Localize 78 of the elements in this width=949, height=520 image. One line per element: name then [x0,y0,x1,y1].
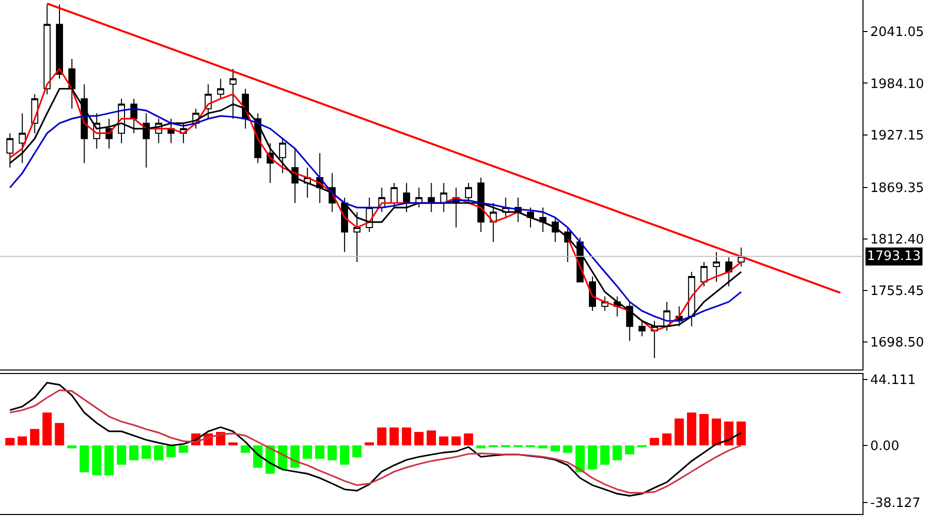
bar [414,432,424,446]
y-tick-label: 2041.05 [870,25,924,40]
bar [5,438,15,446]
y-tick-label: 1755.45 [870,284,924,300]
bar [228,442,238,446]
y-tick-label: 0.00 [870,438,900,454]
y-tick-label: 1812.40 [870,232,924,248]
bar [426,430,436,446]
bar [253,445,262,468]
bar [538,445,548,448]
y-tick-label: 1698.50 [870,336,924,351]
bar [588,445,598,470]
y-tick-label: 1984.10 [870,76,924,92]
bar [674,418,684,446]
bar [662,433,672,446]
candlestick [464,182,472,204]
bar [390,427,399,446]
bar [92,445,102,476]
y-tick-label: 1927.15 [870,128,924,144]
candlestick [477,177,484,233]
candlestick [390,182,398,208]
candlestick [18,112,26,164]
bar [451,436,461,446]
bar [600,445,610,465]
bar [104,445,114,476]
candlestick [725,256,732,287]
ref-line-label: 1793.13 [867,249,921,264]
bar [129,445,139,460]
candlestick [217,78,224,100]
bar [178,445,188,453]
bar [154,445,164,460]
bar [80,445,89,472]
bar [724,421,734,446]
bar [315,445,324,459]
bar [364,442,374,446]
bar [116,445,126,465]
bar [550,445,560,452]
candlestick [440,182,448,213]
bar [328,445,337,460]
candlestick [712,251,720,282]
bar [563,445,572,453]
candlestick [428,182,435,213]
y-tick-label: 44.111 [870,373,916,388]
candlestick [279,138,286,174]
bar [439,436,448,446]
bar [302,445,312,459]
bar [340,445,350,465]
candlestick [552,217,559,242]
y-tick-label: 1869.35 [870,180,924,196]
candlestick [403,182,410,213]
candlestick [291,148,299,204]
y-tick-label: -38.127 [870,496,920,511]
candlestick [44,4,51,95]
bar [686,412,696,446]
candlestick [700,261,708,287]
bar [736,421,746,446]
bar [30,428,40,446]
candlestick [142,112,150,168]
bar [352,445,362,458]
bar [402,427,412,446]
bar [377,427,386,446]
bar [166,445,176,458]
bar [142,445,151,459]
bar [42,412,52,446]
bar [54,422,64,446]
bar [712,418,722,446]
candlestick [56,4,64,80]
bar [464,433,474,446]
bar [240,445,250,453]
bar [625,445,634,454]
bar [18,436,27,446]
bar [67,445,77,448]
bar [699,414,709,446]
candlestick [539,207,546,233]
bar [476,445,486,448]
bar [612,445,622,460]
candlestick [353,212,360,262]
bar [650,438,660,446]
